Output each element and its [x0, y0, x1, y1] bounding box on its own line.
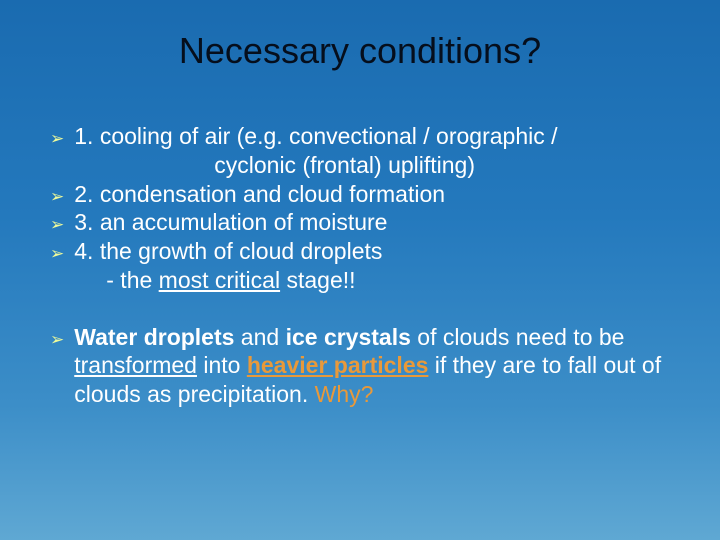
bullet-3-content: 3. an accumulation of moisture — [74, 208, 670, 237]
bullet-4-sub: - the most critical stage!! — [106, 266, 355, 295]
para-t1: Water droplets — [74, 324, 234, 350]
para-t6: into — [197, 352, 247, 378]
slide-title: Necessary conditions? — [50, 30, 670, 72]
para-t9: Why? — [315, 381, 374, 407]
bullet-4-sub-suffix: stage!! — [280, 267, 355, 293]
bullet-2: ➢ 2. condensation and cloud formation — [50, 180, 670, 209]
bullet-2-content: 2. condensation and cloud formation — [74, 180, 670, 209]
chevron-right-icon: ➢ — [50, 186, 64, 207]
bullet-4-content: 4. the growth of cloud droplets - the mo… — [74, 237, 670, 295]
bullet-2-line1: 2. condensation and cloud formation — [74, 181, 445, 207]
chevron-right-icon: ➢ — [50, 214, 64, 235]
para-t2: and — [234, 324, 285, 350]
bullet-5: ➢ Water droplets and ice crystals of clo… — [50, 323, 670, 409]
chevron-right-icon: ➢ — [50, 329, 64, 350]
para-t3: ice crystals — [286, 324, 411, 350]
bullet-3-line1: 3. an accumulation of moisture — [74, 209, 387, 235]
slide-container: Necessary conditions? ➢ 1. cooling of ai… — [0, 0, 720, 540]
bullet-1-line1: 1. cooling of air (e.g. convectional / o… — [74, 123, 557, 149]
bullet-group-1: ➢ 1. cooling of air (e.g. convectional /… — [50, 122, 670, 409]
bullet-1: ➢ 1. cooling of air (e.g. convectional /… — [50, 122, 670, 180]
bullet-1-content: 1. cooling of air (e.g. convectional / o… — [74, 122, 670, 180]
spacer — [50, 295, 670, 323]
chevron-right-icon: ➢ — [50, 243, 64, 264]
para-t7: heavier particles — [247, 352, 429, 378]
bullet-4-line1: 4. the growth of cloud droplets — [74, 238, 382, 264]
bullet-5-content: Water droplets and ice crystals of cloud… — [74, 323, 670, 409]
bullet-1-line2: cyclonic (frontal) uplifting) — [214, 151, 475, 180]
bullet-4-sub-prefix: - the — [106, 267, 158, 293]
bullet-4-sub-underline: most critical — [159, 267, 280, 293]
para-t4: of clouds need to be — [411, 324, 625, 350]
bullet-3: ➢ 3. an accumulation of moisture — [50, 208, 670, 237]
para-t5: transformed — [74, 352, 197, 378]
chevron-right-icon: ➢ — [50, 128, 64, 149]
bullet-4: ➢ 4. the growth of cloud droplets - the … — [50, 237, 670, 295]
